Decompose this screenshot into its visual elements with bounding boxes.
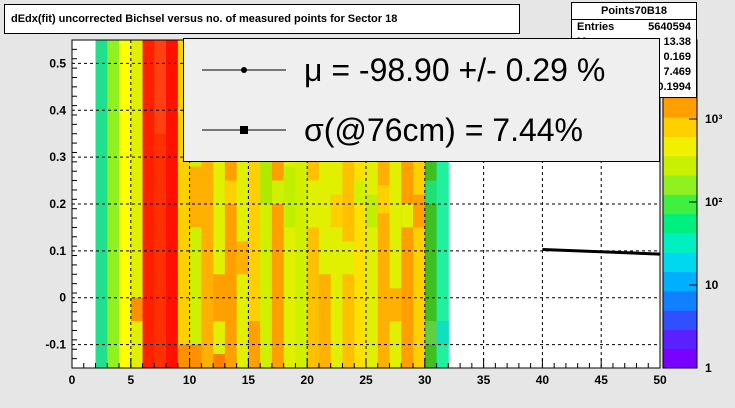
palette-band (663, 213, 697, 234)
heatmap-cell (107, 40, 120, 368)
heatmap-cell (271, 180, 285, 204)
x-tick-label: 0 (69, 373, 76, 387)
x-tick-label: 25 (359, 373, 373, 387)
y-tick-label: 0.4 (49, 103, 66, 117)
palette-band (663, 290, 697, 311)
y-tick-label: 0.5 (49, 56, 66, 70)
legend-marker-square (202, 126, 286, 134)
heatmap-cell (436, 321, 449, 345)
x-axis: 0 5 10 15 20 25 30 35 40 45 50 (69, 358, 667, 387)
palette-band (663, 194, 697, 215)
heatmap-cell (142, 40, 155, 368)
stats-value: 13.38 (663, 36, 691, 48)
y-tick-label: 0.3 (49, 150, 66, 164)
x-tick-label: 30 (418, 373, 432, 387)
z-tick-label: 10² (705, 195, 722, 209)
heatmap-cell (330, 194, 343, 228)
heatmap-cell (354, 180, 367, 204)
z-tick-label: 10 (705, 278, 719, 292)
palette-band (663, 97, 697, 118)
heatmap-cell (189, 166, 202, 228)
x-tick-label: 50 (653, 373, 667, 387)
palette-band (663, 329, 697, 350)
heatmap-cell (318, 274, 332, 368)
x-tick-label: 15 (242, 373, 256, 387)
legend-entry-sigma: σ(@76cm) = 7.44% (184, 105, 659, 155)
fit-line-group (542, 247, 661, 256)
palette-band (663, 117, 697, 137)
x-tick-label: 10 (183, 373, 197, 387)
heatmap-cell (236, 241, 249, 275)
fit-line (542, 247, 661, 256)
legend-text-sigma: σ(@76cm) = 7.44% (304, 111, 583, 148)
y-tick-label: 0.1 (49, 244, 66, 258)
heatmap-cell (177, 344, 191, 368)
heatmap-cell (401, 204, 414, 228)
x-tick-label: 20 (301, 373, 315, 387)
palette-band (663, 271, 697, 292)
z-axis: 1 10 10² 10³ (689, 112, 722, 375)
heatmap-cell (224, 180, 238, 204)
stats-row: Entries 5640594 (572, 20, 696, 35)
stats-name: Points70B18 (572, 3, 696, 20)
x-tick-label: 45 (595, 373, 609, 387)
heatmap-cell (119, 40, 132, 368)
y-axis: -0.1 0 0.1 0.2 0.3 0.4 0.5 (45, 39, 77, 369)
stats-value: 0.169 (663, 51, 691, 63)
z-tick-label: 1 (705, 361, 712, 375)
z-tick-label: 10³ (705, 112, 722, 126)
stats-value: 7.469 (663, 66, 691, 78)
y-tick-label: -0.1 (45, 338, 66, 352)
legend-marker-circle (202, 67, 286, 73)
legend-text-mu: μ = -98.90 +/- 0.29 % (304, 51, 606, 88)
palette-band (663, 348, 697, 369)
heatmap-cell (189, 344, 202, 368)
heatmap-cell (366, 194, 379, 228)
palette-band (663, 252, 697, 273)
heatmap-cell (213, 353, 226, 368)
palette-band (663, 232, 697, 253)
heatmap-cell (95, 40, 108, 368)
heatmap-cell (377, 185, 391, 214)
palette-band (663, 310, 697, 330)
heatmap-cell (424, 180, 438, 204)
heatmap-cell (413, 194, 426, 228)
heatmap-cell (130, 297, 144, 322)
x-tick-label: 40 (536, 373, 550, 387)
heatmap-cell (260, 157, 273, 204)
heatmap-cell (389, 288, 402, 322)
heatmap-cell (166, 40, 179, 368)
palette-band (663, 136, 697, 157)
heatmap-cell (283, 166, 296, 228)
y-tick-label: 0 (59, 291, 66, 305)
x-tick-label: 5 (127, 373, 134, 387)
x-tick-label: 35 (477, 373, 491, 387)
heatmap-cell (424, 321, 438, 345)
legend: μ = -98.90 +/- 0.29 % σ(@76cm) = 7.44% (183, 38, 660, 162)
stats-value: 0.1994 (657, 81, 691, 93)
legend-entry-mu: μ = -98.90 +/- 0.29 % (184, 45, 659, 95)
palette-band (663, 155, 697, 176)
heatmap-cell (154, 40, 167, 134)
heatmap-cell (213, 274, 226, 322)
stats-value: 5640594 (648, 21, 691, 33)
heatmap-cell (130, 40, 144, 368)
plot-title: dEdx(fit) uncorrected Bichsel versus no.… (4, 4, 520, 34)
heatmap-cell (342, 241, 355, 275)
palette-band (663, 175, 697, 195)
y-tick-label: 0.2 (49, 197, 66, 211)
stats-label: Entries (577, 21, 615, 33)
